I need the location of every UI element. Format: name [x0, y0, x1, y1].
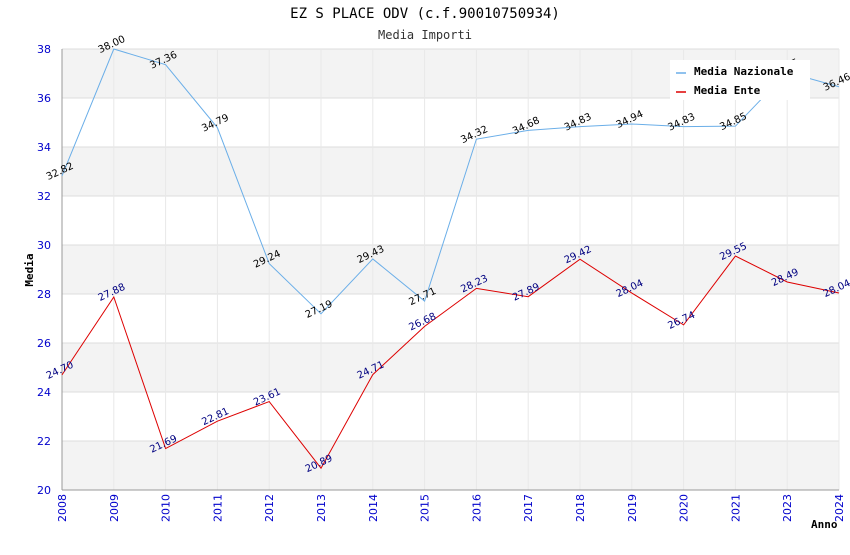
x-tick-label: 2015 [419, 494, 432, 522]
series-line [61, 255, 840, 470]
x-tick-label: 2020 [678, 494, 691, 522]
chart-subtitle: Media Importi [378, 28, 472, 42]
grid-lines [61, 48, 840, 491]
legend-label-media-ente: Media Ente [694, 84, 761, 97]
x-tick-label: 2024 [833, 494, 846, 522]
series-line [61, 48, 840, 315]
x-tick-label: 2013 [315, 494, 328, 522]
legend: Media Nazionale Media Ente [670, 60, 810, 100]
y-tick-label: 32 [37, 190, 51, 203]
x-tick-label: 2021 [729, 494, 742, 522]
y-axis-label: Media [23, 253, 36, 286]
y-tick-labels: 20 22 24 26 28 30 32 34 36 38 [37, 43, 51, 497]
plot-bands [62, 49, 839, 490]
axes [61, 49, 839, 491]
y-tick-label: 28 [37, 288, 51, 301]
y-tick-label: 30 [37, 239, 51, 252]
series-lines [61, 48, 840, 470]
x-tick-label: 2014 [367, 494, 380, 522]
legend-label-media-nazionale: Media Nazionale [694, 65, 794, 78]
chart-title: EZ S PLACE ODV (c.f.90010750934) [290, 6, 560, 22]
plot-band [62, 147, 839, 196]
y-tick-label: 38 [37, 43, 51, 56]
x-tick-label: 2011 [211, 494, 224, 522]
y-tick-label: 26 [37, 337, 51, 350]
legend-background [670, 60, 810, 100]
x-tick-label: 2010 [160, 494, 173, 522]
plot-band [62, 245, 839, 294]
x-tick-labels: 2008 2009 2010 2011 2012 2013 2014 2015 2016 2017… [56, 494, 846, 522]
x-tick-label: 2023 [781, 494, 794, 522]
y-tick-label: 36 [37, 92, 51, 105]
y-tick-label: 34 [37, 141, 51, 154]
x-tick-label: 2017 [522, 494, 535, 522]
x-tick-label: 2016 [470, 494, 483, 522]
y-tick-label: 22 [37, 435, 51, 448]
x-tick-label: 2008 [56, 494, 69, 522]
x-tick-label: 2018 [574, 494, 587, 522]
x-tick-label: 2009 [108, 494, 121, 522]
y-tick-label: 24 [37, 386, 51, 399]
plot-band [62, 343, 839, 392]
plot-band [62, 441, 839, 490]
x-axis-label: Anno [811, 518, 838, 531]
y-tick-label: 20 [37, 484, 51, 497]
x-tick-label: 2012 [263, 494, 276, 522]
x-tick-label: 2019 [626, 494, 639, 522]
